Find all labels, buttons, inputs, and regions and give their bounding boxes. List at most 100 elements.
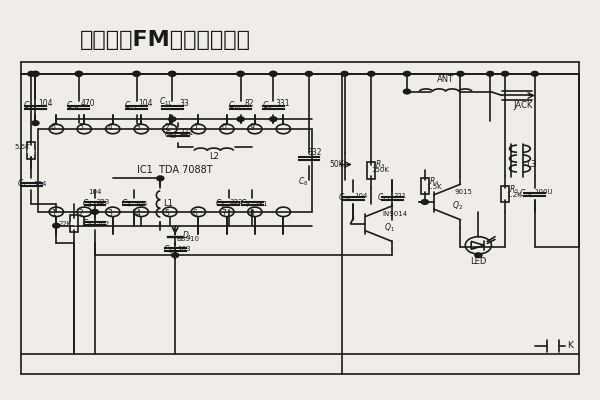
Bar <box>27 142 35 159</box>
Circle shape <box>403 89 410 94</box>
Text: 8: 8 <box>250 209 254 218</box>
Circle shape <box>32 121 39 126</box>
Text: $C_{14}$: $C_{14}$ <box>66 99 80 112</box>
Text: K: K <box>568 342 574 350</box>
Circle shape <box>368 72 375 76</box>
Text: 1: 1 <box>193 122 198 132</box>
Circle shape <box>172 253 179 258</box>
Text: 103: 103 <box>178 246 191 252</box>
Circle shape <box>237 117 244 122</box>
Text: $C_3$: $C_3$ <box>82 198 92 210</box>
Text: $R_5$: $R_5$ <box>509 184 519 196</box>
Text: L3: L3 <box>526 160 537 169</box>
Text: $C_{17}$: $C_{17}$ <box>377 192 391 204</box>
Text: 202: 202 <box>96 221 109 227</box>
Text: 221: 221 <box>393 193 406 199</box>
Circle shape <box>28 72 35 76</box>
Circle shape <box>91 210 98 214</box>
Text: 221: 221 <box>180 128 194 137</box>
Text: 1.2K: 1.2K <box>506 192 522 198</box>
Text: $C_1$: $C_1$ <box>17 178 28 190</box>
Circle shape <box>32 72 39 76</box>
Text: 331: 331 <box>275 99 289 108</box>
Text: $C_{11}$: $C_{11}$ <box>160 95 173 108</box>
Text: L2: L2 <box>209 152 219 161</box>
Text: $C_{13}$: $C_{13}$ <box>124 99 137 112</box>
Circle shape <box>169 72 176 76</box>
Text: JACK: JACK <box>513 101 533 110</box>
Text: 181: 181 <box>254 201 268 207</box>
Text: 1.5K: 1.5K <box>427 184 442 190</box>
Text: $C_{12}$: $C_{12}$ <box>164 129 177 141</box>
Text: LED: LED <box>470 257 487 266</box>
Circle shape <box>475 253 482 258</box>
Text: 100U: 100U <box>535 189 553 195</box>
Text: 150K: 150K <box>371 168 389 174</box>
Text: 7: 7 <box>221 209 226 218</box>
Text: 9015: 9015 <box>455 189 472 195</box>
Circle shape <box>269 117 277 122</box>
Circle shape <box>269 72 277 76</box>
Text: $C_{15}$: $C_{15}$ <box>23 99 37 112</box>
Text: 5: 5 <box>79 122 83 132</box>
Circle shape <box>305 72 313 76</box>
Text: $Q_1$: $Q_1$ <box>384 221 395 234</box>
Text: 470: 470 <box>80 99 95 108</box>
Text: 5: 5 <box>164 209 169 218</box>
Bar <box>421 178 429 194</box>
Bar <box>70 215 78 232</box>
Text: 104: 104 <box>88 189 101 195</box>
Text: $D_1$: $D_1$ <box>182 229 193 242</box>
Text: 4: 4 <box>107 122 112 132</box>
Circle shape <box>237 72 244 76</box>
Text: $R_3$: $R_3$ <box>375 158 385 171</box>
Bar <box>367 162 376 179</box>
Text: L1: L1 <box>163 200 173 208</box>
Text: 2: 2 <box>79 209 83 218</box>
Text: BB910: BB910 <box>177 236 200 242</box>
Circle shape <box>457 72 464 76</box>
Text: 104: 104 <box>38 99 53 108</box>
Text: $R_1$: $R_1$ <box>70 218 79 229</box>
Text: 1: 1 <box>51 209 56 218</box>
Text: 332: 332 <box>308 148 322 157</box>
Circle shape <box>403 72 410 76</box>
Text: $R_4$: $R_4$ <box>429 176 440 188</box>
Text: 4: 4 <box>136 209 141 218</box>
Text: 223: 223 <box>96 199 109 205</box>
Bar <box>38 129 312 212</box>
Bar <box>501 186 509 202</box>
Text: ANT: ANT <box>437 75 454 84</box>
Text: $C_{16}$: $C_{16}$ <box>338 192 352 204</box>
Circle shape <box>237 72 244 76</box>
Circle shape <box>75 72 82 76</box>
Text: $C_9$: $C_9$ <box>262 99 272 112</box>
Text: $C_6$: $C_6$ <box>215 198 226 210</box>
Text: 22K: 22K <box>59 221 72 227</box>
Text: $R_2$: $R_2$ <box>26 144 37 157</box>
Circle shape <box>32 72 39 76</box>
Circle shape <box>421 200 428 204</box>
Text: $C_5$: $C_5$ <box>163 243 173 256</box>
Circle shape <box>169 117 176 122</box>
Text: 50K: 50K <box>329 160 344 169</box>
Text: $C_{18}$: $C_{18}$ <box>519 188 533 200</box>
Text: 0: 0 <box>221 122 226 132</box>
Circle shape <box>75 72 82 76</box>
Text: 104: 104 <box>34 181 47 187</box>
Circle shape <box>133 72 140 76</box>
Text: 6: 6 <box>193 209 198 218</box>
Text: 104: 104 <box>138 99 152 108</box>
Text: 2: 2 <box>164 122 169 132</box>
Text: 104: 104 <box>134 201 148 207</box>
Text: $C_4$: $C_4$ <box>121 198 131 210</box>
Circle shape <box>487 72 494 76</box>
Circle shape <box>502 72 509 76</box>
Text: 104: 104 <box>355 193 368 199</box>
Text: $C_{10}$: $C_{10}$ <box>227 99 242 112</box>
Text: 9: 9 <box>250 122 254 132</box>
Circle shape <box>133 72 140 76</box>
Text: $Q_2$: $Q_2$ <box>452 200 463 212</box>
Text: 82: 82 <box>245 99 254 108</box>
Circle shape <box>157 176 164 181</box>
